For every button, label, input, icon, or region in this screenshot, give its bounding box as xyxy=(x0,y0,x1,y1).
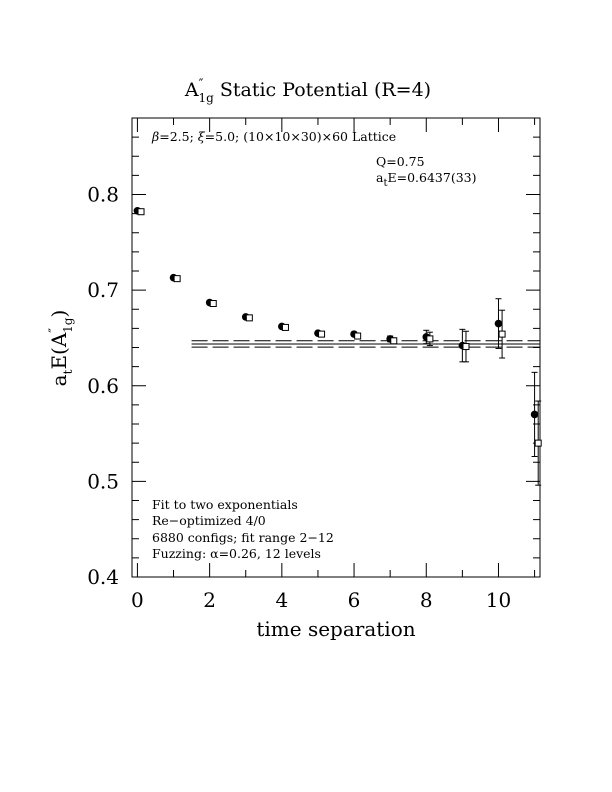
title-base: A xyxy=(184,79,199,101)
data-point-square xyxy=(426,335,434,343)
note-line-3: 6880 configs; fit range 2−12 xyxy=(152,530,334,545)
data-point-square xyxy=(462,343,470,351)
y-label-pre: a xyxy=(47,374,71,386)
data-point-square xyxy=(137,208,145,216)
note-line-1: Fit to two exponentials xyxy=(152,497,298,512)
y-label-sub: 1g xyxy=(61,317,75,333)
x-axis-label: time separation xyxy=(256,617,415,641)
energy-pre: a xyxy=(376,170,384,185)
y-tick-label: 0.6 xyxy=(87,374,119,398)
y-axis-label: atE(A″1g) xyxy=(47,310,75,387)
data-point-square xyxy=(390,337,398,345)
lattice-text-a: =2.5; xyxy=(159,129,198,144)
title-subscript: 1g xyxy=(198,91,214,105)
y-label-post: ) xyxy=(47,310,71,318)
x-tick-label: 10 xyxy=(486,588,511,612)
q-annotation: Q=0.75 xyxy=(376,154,425,169)
x-tick-label: 8 xyxy=(420,588,433,612)
data-points xyxy=(133,206,542,486)
x-tick-label: 0 xyxy=(131,588,144,612)
title-rest: Static Potential (R=4) xyxy=(214,79,431,101)
energy-annotation: atE=0.6437(33) xyxy=(376,170,476,189)
y-tick-label: 0.7 xyxy=(87,278,119,302)
note-line-4: Fuzzing: α=0.26, 12 levels xyxy=(152,546,321,561)
data-point-square xyxy=(245,314,253,322)
energy-sub: t xyxy=(383,178,387,189)
axis-ticks xyxy=(132,117,540,578)
lattice-xi: ξ xyxy=(198,129,206,144)
chart-title: A″ 1g Static Potential (R=4) xyxy=(184,77,431,105)
x-tick-label: 6 xyxy=(348,588,361,612)
y-label-pre-sub: t xyxy=(61,369,75,374)
x-tick-labels: 0 2 4 6 8 10 xyxy=(131,588,511,612)
y-tick-label: 0.5 xyxy=(87,469,119,493)
title-prime: ″ xyxy=(199,77,204,92)
x-tick-label: 2 xyxy=(203,588,216,612)
y-tick-labels: 0.4 0.5 0.6 0.7 0.8 xyxy=(87,183,119,590)
energy-post: E=0.6437(33) xyxy=(387,170,476,185)
data-point-square xyxy=(209,300,217,308)
y-label-mid: E(A xyxy=(47,332,71,369)
y-tick-label: 0.4 xyxy=(87,565,119,589)
fit-band xyxy=(191,340,540,348)
lattice-text-b: =5.0; (10×10×30)×60 Lattice xyxy=(205,129,397,144)
y-label-prime: ″ xyxy=(47,328,62,333)
data-point-square xyxy=(173,275,181,283)
x-tick-label: 4 xyxy=(275,588,288,612)
data-point-square xyxy=(534,439,542,447)
data-point-circle xyxy=(530,410,539,419)
data-point-square xyxy=(281,323,289,331)
data-point-circle xyxy=(494,319,503,328)
lattice-beta: β xyxy=(151,129,159,144)
data-point-square xyxy=(318,330,326,338)
lattice-annotation: β=2.5; ξ=5.0; (10×10×30)×60 Lattice xyxy=(151,129,396,144)
data-point-square xyxy=(498,330,506,338)
y-tick-label: 0.8 xyxy=(87,183,119,207)
note-line-2: Re−optimized 4/0 xyxy=(152,513,266,528)
data-point-square xyxy=(354,332,362,340)
